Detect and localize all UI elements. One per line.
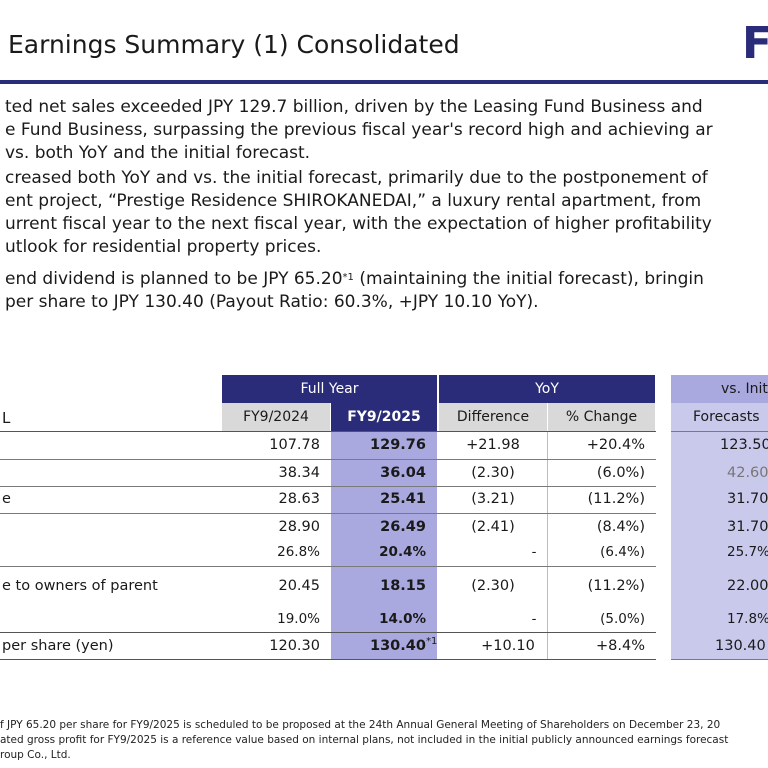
cell-difference: - [531,544,537,560]
header-vs-initial: vs. Init [671,375,768,403]
footnote-3: roup Co., Ltd. [0,749,71,761]
cell-forecast: 31.70 [727,519,768,535]
cell-pct-change: +20.4% [586,437,645,453]
subheader-fy2024: FY9/2024 [222,403,330,431]
cell-difference: (3.21) [471,491,515,507]
row-label-header: L [2,409,11,427]
cell-row-label: per share (yen) [2,638,114,654]
text-line: ted net sales exceeded JPY 129.7 billion… [5,97,703,117]
text-line: per share to JPY 130.40 (Payout Ratio: 6… [5,292,539,312]
text-line: e Fund Business, surpassing the previous… [5,120,713,140]
cell-difference: +21.98 [466,437,520,453]
header-rule [0,431,656,432]
row-rule [0,486,656,487]
cell-fy2025: 26.49 [380,519,426,535]
cell-pct-change: (6.4%) [600,544,645,560]
cell-pct-change: +8.4% [596,638,645,654]
cell-forecast: 42.60 [727,465,768,481]
cell-forecast: 17.8% [727,611,768,627]
cell-fy2024: 28.90 [278,519,320,535]
page-title: Earnings Summary (1) Consolidated [8,30,460,59]
paragraph-net-sales: ted net sales exceeded JPY 129.7 billion… [5,96,713,165]
cell-difference: (2.30) [471,578,515,594]
column-separator [438,375,439,659]
company-logo: F [742,18,768,69]
cell-fy2024: 20.45 [278,578,320,594]
cell-difference: - [531,611,537,627]
cell-difference: (2.41) [471,519,515,535]
row-rule [0,632,656,633]
text-segment: (maintaining the initial forecast), brin… [353,269,704,289]
cell-fy2024: 26.8% [277,544,320,560]
cell-fy2024: 38.34 [278,465,320,481]
cell-row-label: e to owners of parent [2,578,158,594]
cell-value: 130.40 [370,638,426,654]
header-yoy: YoY [439,375,655,403]
text-line: urrent fiscal year to the next fiscal ye… [5,214,712,234]
cell-fy2025: 25.41 [380,491,426,507]
cell-fy2024: 120.30 [269,638,320,654]
row-rule [0,459,656,460]
footnote-1: f JPY 65.20 per share for FY9/2025 is sc… [0,719,721,731]
row-rule [671,659,768,660]
title-divider [0,80,768,84]
subheader-pct-change: % Change [548,403,655,431]
subheader-fy2025: FY9/2025 [331,403,437,431]
cell-forecast: 130.40 [715,638,766,654]
subheader-forecasts: Forecasts [671,403,768,431]
text-line: utlook for residential property prices. [5,237,322,257]
cell-fy2025: 129.76 [370,437,426,453]
cell-difference: +10.10 [481,638,535,654]
cell-fy2025: 20.4% [379,544,426,560]
text-line: creased both YoY and vs. the initial for… [5,168,708,188]
fy2025-highlight [331,403,437,659]
text-line: ent project, “Prestige Residence SHIROKA… [5,191,702,211]
text-segment: end dividend is planned to be JPY 65.20 [5,269,343,289]
cell-fy2024: 19.0% [277,611,320,627]
cell-forecast: 25.7% [727,544,768,560]
cell-pct-change: (5.0%) [600,611,645,627]
cell-forecast: 123.50 [720,437,768,453]
forecast-highlight [671,403,768,659]
footnote-marker: *1 [425,636,438,647]
footnote-2: ated gross profit for FY9/2025 is a refe… [0,734,729,746]
cell-forecast: 22.00 [727,578,768,594]
text-line: vs. both YoY and the initial forecast. [5,143,311,163]
cell-fy2025: 18.15 [380,578,426,594]
text-line: end dividend is planned to be JPY 65.20*… [5,268,704,291]
cell-row-label: e [2,491,11,507]
footnote-marker: *1 [342,272,354,283]
header-full-year: Full Year [222,375,437,403]
row-rule [0,513,656,514]
cell-fy2024: 107.78 [269,437,320,453]
cell-pct-change: (8.4%) [596,519,645,535]
cell-pct-change: (6.0%) [596,465,645,481]
column-separator [547,431,548,659]
table-bottom-rule [0,659,656,660]
paragraph-profit: creased both YoY and vs. the initial for… [5,167,712,259]
cell-pct-change: (11.2%) [587,578,645,594]
cell-difference: (2.30) [471,465,515,481]
cell-fy2025: 14.0% [379,611,426,627]
cell-fy2024: 28.63 [278,491,320,507]
row-rule [0,566,656,567]
cell-fy2025: 130.40*1 [370,636,438,654]
row-rule [671,431,768,432]
subheader-difference: Difference [439,403,547,431]
cell-pct-change: (11.2%) [587,491,645,507]
paragraph-dividend: end dividend is planned to be JPY 65.20*… [5,268,704,314]
cell-forecast: 31.70 [727,491,768,507]
cell-fy2025: 36.04 [380,465,426,481]
